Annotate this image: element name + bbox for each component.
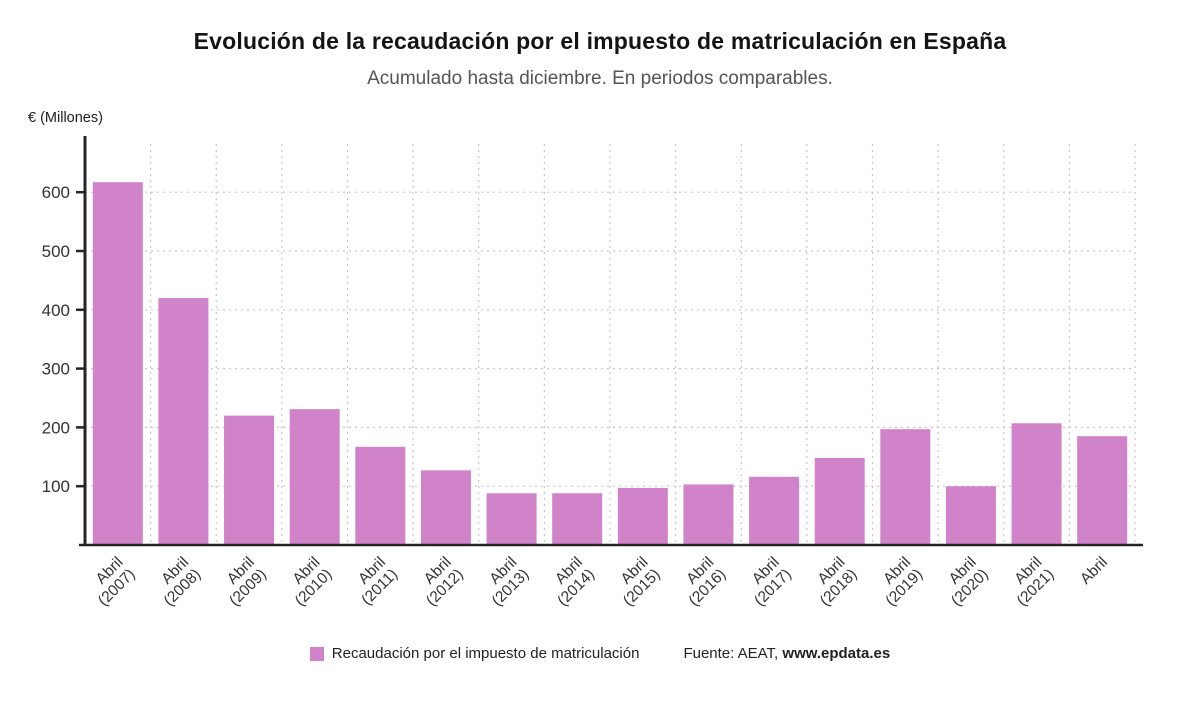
legend-label: Recaudación por el impuesto de matricula… bbox=[331, 645, 640, 662]
source-prefix: Fuente: AEAT, bbox=[683, 645, 779, 662]
x-tick-label: Abril(2016) bbox=[674, 554, 730, 610]
x-tick-label: Abril(2007) bbox=[83, 554, 139, 610]
x-tick-label: Abril(2017) bbox=[739, 554, 795, 610]
x-tick-label: Abril(2019) bbox=[870, 554, 926, 610]
chart-bar bbox=[945, 486, 996, 545]
svg-text:Abril(2007): Abril(2007) bbox=[83, 554, 139, 610]
chart-footer: Recaudación por el impuesto de matricula… bbox=[0, 645, 1200, 662]
x-tick-label: Abril(2020) bbox=[936, 554, 992, 610]
x-tick-label: Abril(2018) bbox=[805, 554, 861, 610]
chart-title: Evolución de la recaudación por el impue… bbox=[193, 28, 1007, 54]
chart-bar bbox=[1077, 436, 1128, 545]
svg-text:Abril(2013): Abril(2013) bbox=[477, 554, 533, 610]
chart-bar bbox=[617, 487, 668, 545]
chart-bar bbox=[880, 429, 931, 545]
chart-bar bbox=[1011, 423, 1062, 545]
chart-bar bbox=[552, 493, 603, 545]
y-tick-label: 400 bbox=[42, 301, 70, 320]
x-tick-label: Abril(2008) bbox=[149, 554, 205, 610]
bar-chart: 100 200 300 400 500 600 Abril(2007) Abril(2008)… bbox=[42, 136, 1143, 610]
y-tick-label: 100 bbox=[42, 477, 70, 496]
chart-bar bbox=[749, 476, 800, 545]
x-tick-label: Abril bbox=[1077, 554, 1111, 588]
chart-bar bbox=[814, 457, 865, 545]
svg-text:Abril(2020): Abril(2020) bbox=[936, 554, 992, 610]
svg-text:Abril(2012): Abril(2012) bbox=[411, 554, 467, 610]
svg-text:Abril(2011): Abril(2011) bbox=[346, 554, 401, 609]
svg-text:Abril(2019): Abril(2019) bbox=[870, 554, 926, 610]
chart-bar bbox=[158, 298, 209, 545]
x-tick-label: Abril(2015) bbox=[608, 554, 664, 610]
source-text: Fuente: AEAT, www.epdata.es bbox=[683, 645, 890, 662]
svg-text:Abril(2018): Abril(2018) bbox=[805, 554, 861, 610]
y-tick-label: 600 bbox=[42, 183, 70, 202]
x-tick-label: Abril(2009) bbox=[214, 554, 270, 610]
svg-text:Abril(2010): Abril(2010) bbox=[280, 554, 336, 610]
x-tick-label: Abril(2021) bbox=[1002, 554, 1058, 610]
svg-text:Abril(2016): Abril(2016) bbox=[674, 554, 730, 610]
chart-bar bbox=[420, 470, 471, 545]
chart-bar bbox=[224, 415, 275, 545]
x-tick-label: Abril(2010) bbox=[280, 554, 336, 610]
x-tick-label: Abril(2014) bbox=[542, 554, 598, 610]
svg-text:Abril(2009): Abril(2009) bbox=[214, 554, 270, 610]
chart-bar bbox=[355, 446, 406, 545]
chart-bar bbox=[289, 409, 340, 545]
y-axis-label: € (Millones) bbox=[28, 110, 103, 126]
chart-bar bbox=[92, 182, 143, 546]
svg-text:Abril(2014): Abril(2014) bbox=[542, 554, 598, 610]
legend-swatch-icon bbox=[309, 646, 324, 661]
legend: Recaudación por el impuesto de matricula… bbox=[309, 645, 640, 662]
y-tick-label: 500 bbox=[42, 242, 70, 261]
chart-subtitle: Acumulado hasta diciembre. En periodos c… bbox=[367, 68, 833, 89]
chart-bar bbox=[486, 493, 537, 545]
chart-bar bbox=[683, 484, 734, 545]
svg-text:Abril: Abril bbox=[1077, 554, 1111, 588]
svg-text:Abril(2015): Abril(2015) bbox=[608, 554, 664, 610]
svg-text:Abril(2008): Abril(2008) bbox=[149, 554, 205, 610]
x-tick-label: Abril(2012) bbox=[411, 554, 467, 610]
x-tick-label: Abril(2011) bbox=[346, 554, 401, 609]
svg-text:Abril(2017): Abril(2017) bbox=[739, 554, 795, 610]
y-tick-label: 200 bbox=[42, 418, 70, 437]
source-link: www.epdata.es bbox=[782, 645, 891, 662]
svg-text:Abril(2021): Abril(2021) bbox=[1002, 554, 1058, 610]
x-tick-label: Abril(2013) bbox=[477, 554, 533, 610]
y-tick-label: 300 bbox=[42, 360, 70, 379]
